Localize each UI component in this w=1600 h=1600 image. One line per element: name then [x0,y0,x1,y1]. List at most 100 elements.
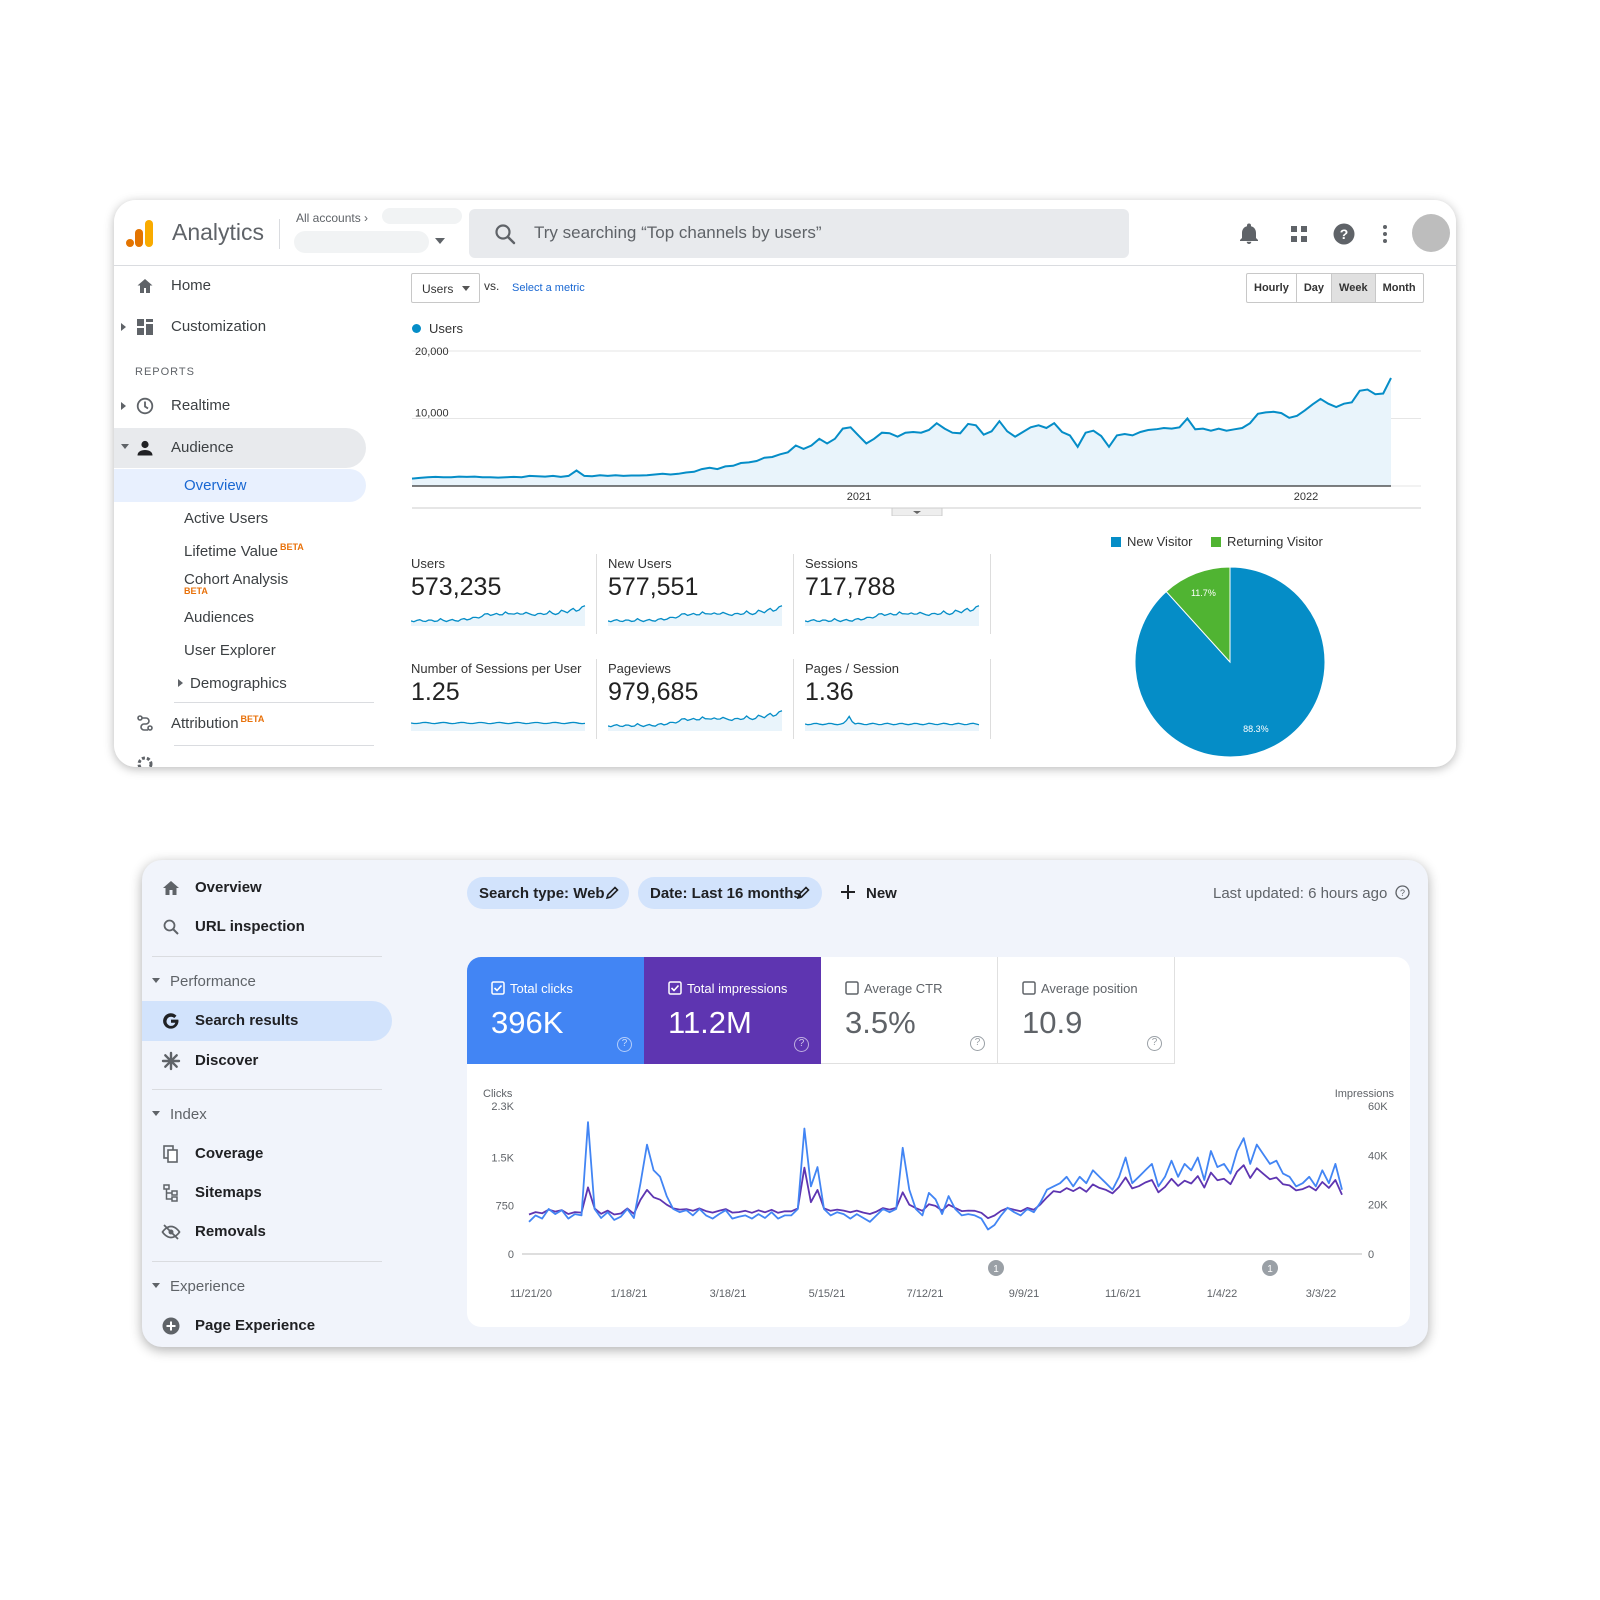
property-selector[interactable] [294,231,429,253]
analytics-main: Users vs. Select a metric Hourly Day Wee… [390,266,1456,767]
x-tick-label: 11/6/21 [1105,1288,1141,1300]
google-g-icon [163,1013,179,1029]
x-tick-label: 2022 [1294,491,1318,503]
y-tick-label-left: 1.5K [491,1152,514,1164]
performance-panel: Total clicks 396K ? Total impressions 11… [467,957,1410,1327]
collapse-arrow-icon[interactable] [121,444,129,449]
stat-divider [793,554,794,634]
sparkline-line [608,605,783,623]
x-tick-label: 11/21/20 [510,1288,552,1300]
kpi-average-ctr[interactable]: Average CTR 3.5% ? [821,957,998,1064]
sidebar-item-removals[interactable]: Removals [142,1212,392,1252]
asterisk-icon [161,1051,181,1071]
stat-value: 1.36 [805,678,854,706]
sparkline [805,605,980,626]
account-breadcrumb[interactable]: All accounts › [296,211,369,225]
stat-title: Pageviews [608,661,671,676]
checkbox-unchecked-icon[interactable] [1022,981,1036,995]
stat-value: 573,235 [411,573,502,601]
chevron-down-icon[interactable] [435,238,445,244]
avatar[interactable] [1412,214,1450,252]
sidebar-item-label: Page Experience [195,1317,316,1334]
gear-icon[interactable] [136,755,154,767]
select-metric-link[interactable]: Select a metric [512,282,585,294]
help-icon[interactable]: ? [1395,885,1411,900]
day-button[interactable]: Day [1297,274,1333,302]
sidebar-item-user-explorer[interactable]: User Explorer [184,642,276,659]
sidebar-item-label: Overview [195,879,262,896]
sidebar-item-overview[interactable]: Overview [142,868,392,908]
search-type-chip[interactable]: Search type: Web [467,877,629,909]
date-range-chip[interactable]: Date: Last 16 months [638,877,822,909]
plus-circle-icon [162,1317,180,1335]
sidebar-item-label: Discover [195,1052,259,1069]
analytics-logo-icon [126,220,153,247]
checkbox-unchecked-icon[interactable] [845,981,859,995]
sidebar-item-lifetime-value[interactable]: Lifetime Value BETA [184,542,304,560]
stat-title: Pages / Session [805,661,899,676]
sidebar-item-customization[interactable]: Customization [114,309,366,345]
sidebar-item-page-experience[interactable]: Page Experience [142,1306,392,1346]
granularity-toggle: Hourly Day Week Month [1246,273,1424,303]
more-vert-icon[interactable] [1373,222,1397,246]
svg-text:?: ? [1340,226,1349,242]
sidebar-item-overview[interactable]: Overview [184,477,247,494]
help-icon[interactable]: ? [970,1036,985,1051]
metric-dropdown[interactable]: Users [411,273,480,303]
sidebar-item-demographics[interactable]: Demographics [190,675,287,692]
kpi-value: 3.5% [845,1005,916,1040]
x-tick-label: 9/9/21 [1009,1288,1040,1300]
hourly-button[interactable]: Hourly [1247,274,1297,302]
apps-grid-icon[interactable] [1287,222,1311,246]
expand-arrow-icon[interactable] [121,402,126,410]
kpi-total-clicks[interactable]: Total clicks 396K ? [467,957,644,1064]
new-filter-button[interactable]: New [840,884,897,902]
sidebar-item-sitemaps[interactable]: Sitemaps [142,1173,392,1213]
sidebar-item-url-inspection[interactable]: URL inspection [142,907,392,947]
expand-arrow-icon[interactable] [178,679,183,687]
stat-sessions: Sessions 717,788 [805,556,985,636]
section-performance[interactable]: Performance [152,973,256,990]
sidebar-item-discover[interactable]: Discover [142,1041,392,1081]
sidebar-item-search-results[interactable]: Search results [142,1001,392,1041]
help-icon[interactable]: ? [617,1037,632,1052]
kpi-total-impressions[interactable]: Total impressions 11.2M ? [644,957,821,1064]
sidebar-item-realtime[interactable]: Realtime [114,388,366,424]
sidebar-item-coverage[interactable]: Coverage [142,1134,392,1174]
sidebar-item-cohort-analysis[interactable]: Cohort Analysis [184,571,289,588]
sidebar-item-home[interactable]: Home [114,268,366,304]
kpi-value: 11.2M [668,1005,752,1040]
search-placeholder: Try searching “Top channels by users” [534,223,822,242]
annotation-marker [1262,1260,1278,1276]
sidebar-divider [174,745,374,746]
expand-arrow-icon[interactable] [121,323,126,331]
x-tick-label: 7/12/21 [907,1288,944,1300]
home-icon [163,881,179,895]
month-button[interactable]: Month [1382,282,1416,294]
plus-icon [841,885,855,899]
kpi-average-position[interactable]: Average position 10.9 ? [998,957,1175,1064]
sidebar-item-audience[interactable]: Audience [114,430,366,466]
section-experience[interactable]: Experience [152,1278,245,1295]
sidebar-item-label: Sitemaps [195,1184,262,1201]
checkbox-checked-icon[interactable] [491,981,505,995]
section-index[interactable]: Index [152,1106,207,1123]
search-input[interactable]: Try searching “Top channels by users” [469,209,1129,258]
chevron-down-icon [913,511,921,514]
sidebar-item-label: Search results [195,1012,299,1029]
sidebar-item-audiences[interactable]: Audiences [184,609,255,626]
help-icon[interactable]: ? [1332,222,1356,246]
bell-icon[interactable] [1237,222,1261,246]
week-button[interactable]: Week [1332,274,1376,302]
help-icon[interactable]: ? [1147,1036,1162,1051]
sidebar-item-label: Coverage [195,1145,264,1162]
checkbox-checked-icon[interactable] [668,981,682,995]
sidebar-item-attribution[interactable]: Attribution BETA [114,705,366,741]
stat-pages-per-session: Pages / Session 1.36 [805,661,985,741]
sparkline-line [411,605,586,623]
area-fill [412,378,1391,486]
sparkline [608,605,783,626]
help-icon[interactable]: ? [794,1037,809,1052]
sidebar-item-active-users[interactable]: Active Users [184,510,269,527]
legend-swatch-icon [1111,537,1121,547]
